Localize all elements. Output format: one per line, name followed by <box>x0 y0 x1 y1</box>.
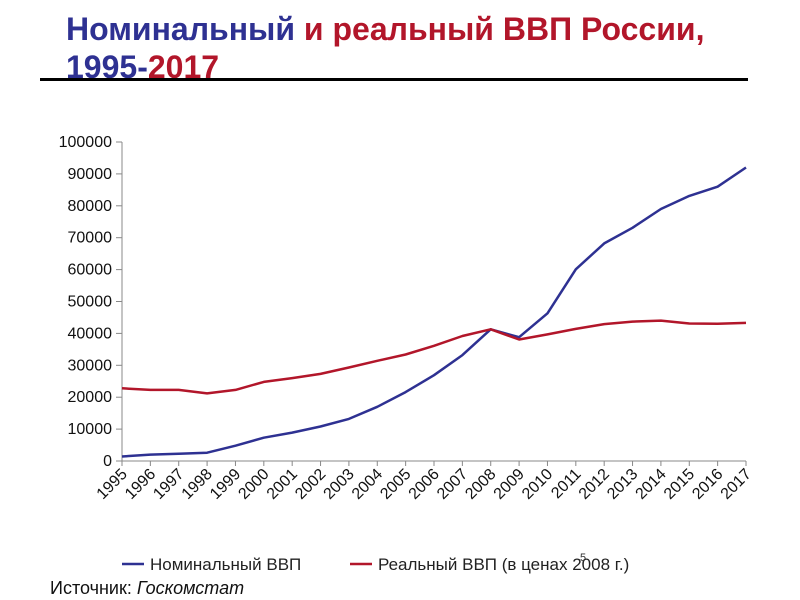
y-tick-label: 20000 <box>68 389 113 406</box>
nominal-gdp-line <box>121 166 747 458</box>
source-value: Госкомстат <box>136 578 245 598</box>
title-nominal: Номинальный <box>66 11 296 47</box>
y-tick-label: 50000 <box>68 294 113 311</box>
x-tick-label: 2002 <box>292 466 329 503</box>
y-tick-label: 0 <box>103 453 112 470</box>
x-tick-label: 1995 <box>94 466 131 503</box>
series-lines <box>121 166 747 458</box>
y-tick-label: 70000 <box>68 230 113 247</box>
x-tick-label: 2013 <box>604 466 641 503</box>
source-label: Источник <box>50 578 127 598</box>
x-tick-label: 2011 <box>548 466 584 502</box>
legend-label: Реальный ВВП (в ценах 2008 г.) <box>378 555 629 574</box>
x-tick-label: 2008 <box>462 466 499 503</box>
title-divider <box>40 78 748 81</box>
y-tick-label: 80000 <box>68 198 113 215</box>
x-tick-label: 2001 <box>264 466 301 503</box>
y-tick-label: 60000 <box>68 262 113 279</box>
x-tick-label: 1999 <box>207 466 244 503</box>
x-tick-label: 2017 <box>718 466 755 503</box>
chart-axes <box>116 141 747 466</box>
x-tick-label: 2000 <box>235 466 272 503</box>
x-tick-label: 2007 <box>434 466 471 503</box>
legend-label: Номинальный ВВП <box>150 555 301 574</box>
x-tick-label: 1998 <box>179 466 216 503</box>
x-tick-labels: 1995199619971998199920002001200220032004… <box>94 466 755 503</box>
x-tick-label: 1996 <box>122 466 159 503</box>
x-tick-label: 2015 <box>661 466 698 503</box>
x-tick-label: 2006 <box>406 466 443 503</box>
y-tick-labels: 0 10000 20000 30000 40000 50000 60000 70000 8000… <box>59 134 112 470</box>
y-tick-label: 10000 <box>68 421 113 438</box>
y-tick-label: 90000 <box>68 166 113 183</box>
x-tick-label: 2012 <box>576 466 613 503</box>
source-note: Источник: Госкомстат <box>50 578 245 598</box>
legend: Номинальный ВВП Реальный ВВП (в ценах 200… <box>122 555 629 574</box>
x-tick-label: 2004 <box>349 466 386 503</box>
x-tick-label: 2014 <box>633 466 670 503</box>
x-tick-label: 2009 <box>491 466 528 503</box>
page-title: Номинальный и реальный ВВП России, 1995-2… <box>66 10 704 86</box>
x-tick-label: 2003 <box>321 466 358 503</box>
x-tick-label: 2005 <box>377 466 414 503</box>
x-tick-label: 2016 <box>689 466 726 503</box>
real-gdp-line <box>121 319 747 395</box>
y-tick-label: 100000 <box>59 134 112 151</box>
title-real-gdp-russia: и реальный ВВП России, <box>295 11 705 47</box>
y-tick-label: 30000 <box>68 357 113 374</box>
x-tick-label: 2010 <box>519 466 556 503</box>
page-number: 5 <box>580 552 587 564</box>
y-tick-label: 40000 <box>68 325 113 342</box>
x-tick-label: 1997 <box>150 466 187 503</box>
